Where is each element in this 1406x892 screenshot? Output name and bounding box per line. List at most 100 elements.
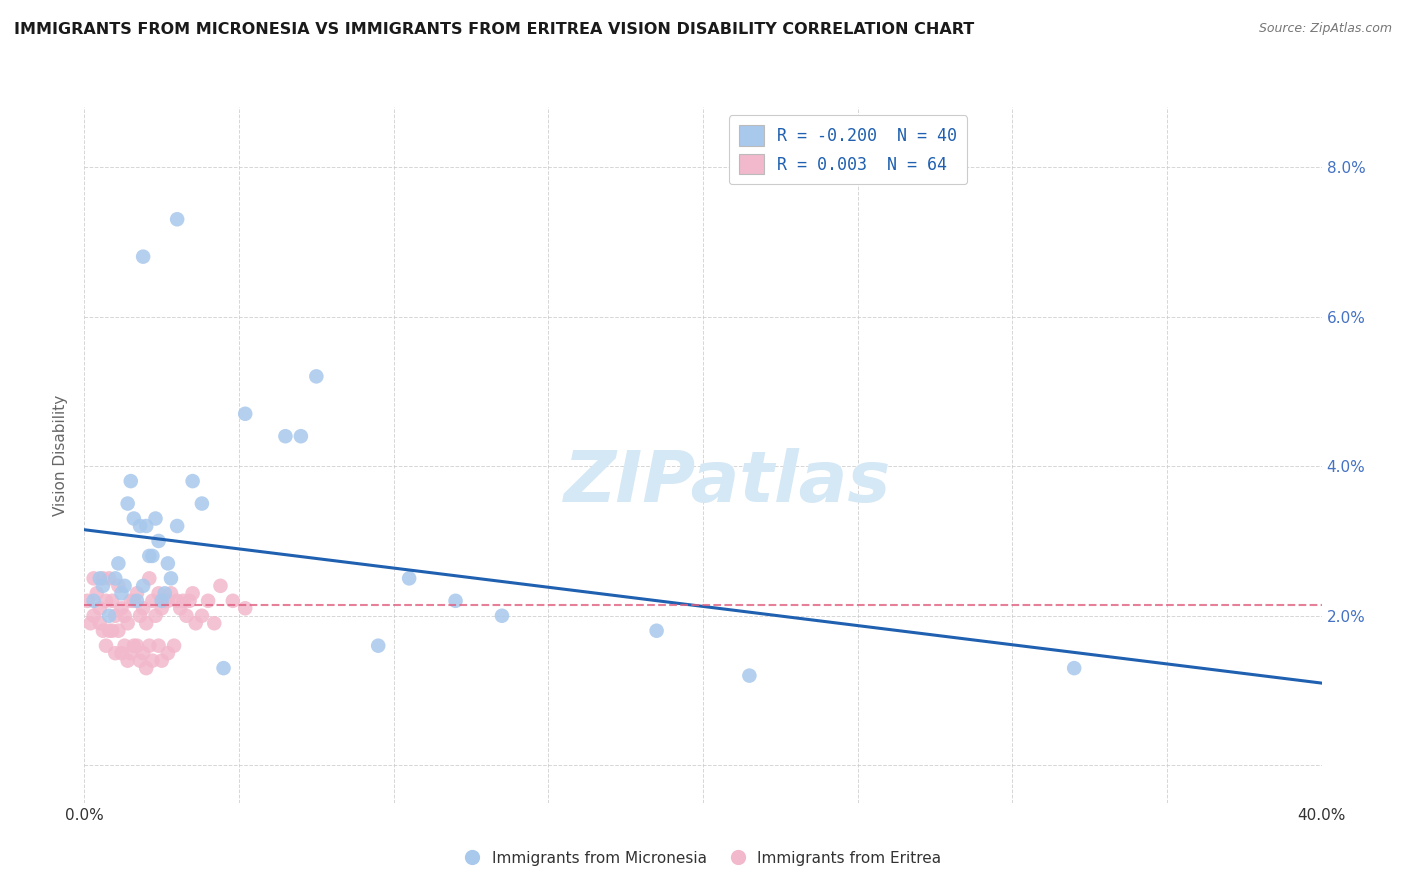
- Point: [148, 586, 170, 600]
- Point: [179, 594, 201, 608]
- Point: [94, 594, 117, 608]
- Point: [120, 594, 142, 608]
- Point: [86, 586, 108, 600]
- Point: [233, 601, 256, 615]
- Point: [135, 616, 157, 631]
- Point: [114, 579, 136, 593]
- Point: [94, 639, 117, 653]
- Point: [212, 661, 235, 675]
- Point: [202, 616, 225, 631]
- Point: [129, 519, 152, 533]
- Point: [110, 601, 132, 615]
- Point: [91, 579, 114, 593]
- Point: [166, 212, 188, 227]
- Point: [169, 601, 191, 615]
- Point: [150, 594, 173, 608]
- Point: [145, 608, 167, 623]
- Text: ZIPatlas: ZIPatlas: [564, 449, 891, 517]
- Point: [181, 474, 204, 488]
- Point: [197, 594, 219, 608]
- Point: [156, 594, 179, 608]
- Point: [209, 579, 232, 593]
- Point: [91, 571, 114, 585]
- Point: [172, 594, 194, 608]
- Point: [444, 594, 467, 608]
- Point: [491, 608, 513, 623]
- Point: [148, 533, 170, 548]
- Point: [98, 608, 121, 623]
- Point: [125, 594, 148, 608]
- Point: [117, 497, 139, 511]
- Point: [141, 549, 163, 563]
- Point: [125, 639, 148, 653]
- Point: [122, 511, 145, 525]
- Point: [150, 654, 173, 668]
- Point: [132, 601, 155, 615]
- Point: [138, 639, 160, 653]
- Point: [129, 654, 152, 668]
- Legend: Immigrants from Micronesia, Immigrants from Eritrea: Immigrants from Micronesia, Immigrants f…: [458, 845, 948, 871]
- Point: [398, 571, 420, 585]
- Point: [166, 519, 188, 533]
- Point: [89, 601, 111, 615]
- Point: [163, 639, 186, 653]
- Point: [98, 624, 121, 638]
- Point: [738, 668, 761, 682]
- Text: Source: ZipAtlas.com: Source: ZipAtlas.com: [1258, 22, 1392, 36]
- Point: [101, 624, 124, 638]
- Point: [184, 616, 207, 631]
- Point: [132, 646, 155, 660]
- Point: [233, 407, 256, 421]
- Point: [89, 616, 111, 631]
- Text: IMMIGRANTS FROM MICRONESIA VS IMMIGRANTS FROM ERITREA VISION DISABILITY CORRELAT: IMMIGRANTS FROM MICRONESIA VS IMMIGRANTS…: [14, 22, 974, 37]
- Point: [91, 624, 114, 638]
- Point: [132, 579, 155, 593]
- Point: [107, 579, 129, 593]
- Point: [132, 250, 155, 264]
- Point: [122, 594, 145, 608]
- Point: [107, 557, 129, 571]
- Point: [104, 646, 127, 660]
- Point: [153, 586, 176, 600]
- Point: [110, 646, 132, 660]
- Point: [150, 601, 173, 615]
- Point: [1063, 661, 1085, 675]
- Point: [104, 608, 127, 623]
- Point: [145, 511, 167, 525]
- Point: [110, 586, 132, 600]
- Point: [138, 549, 160, 563]
- Point: [156, 646, 179, 660]
- Point: [83, 594, 105, 608]
- Point: [98, 571, 121, 585]
- Y-axis label: Vision Disability: Vision Disability: [53, 394, 69, 516]
- Point: [176, 608, 198, 623]
- Point: [645, 624, 668, 638]
- Point: [274, 429, 297, 443]
- Point: [83, 571, 105, 585]
- Point: [117, 616, 139, 631]
- Point: [76, 594, 98, 608]
- Point: [89, 571, 111, 585]
- Point: [166, 594, 188, 608]
- Point: [141, 654, 163, 668]
- Point: [107, 624, 129, 638]
- Point: [135, 661, 157, 675]
- Point: [191, 608, 214, 623]
- Point: [83, 608, 105, 623]
- Point: [129, 608, 152, 623]
- Point: [367, 639, 389, 653]
- Point: [156, 557, 179, 571]
- Point: [305, 369, 328, 384]
- Point: [290, 429, 312, 443]
- Point: [148, 639, 170, 653]
- Point: [114, 608, 136, 623]
- Point: [222, 594, 245, 608]
- Point: [101, 594, 124, 608]
- Point: [160, 571, 183, 585]
- Point: [117, 654, 139, 668]
- Point: [138, 571, 160, 585]
- Point: [122, 639, 145, 653]
- Point: [79, 616, 101, 631]
- Point: [104, 571, 127, 585]
- Point: [120, 474, 142, 488]
